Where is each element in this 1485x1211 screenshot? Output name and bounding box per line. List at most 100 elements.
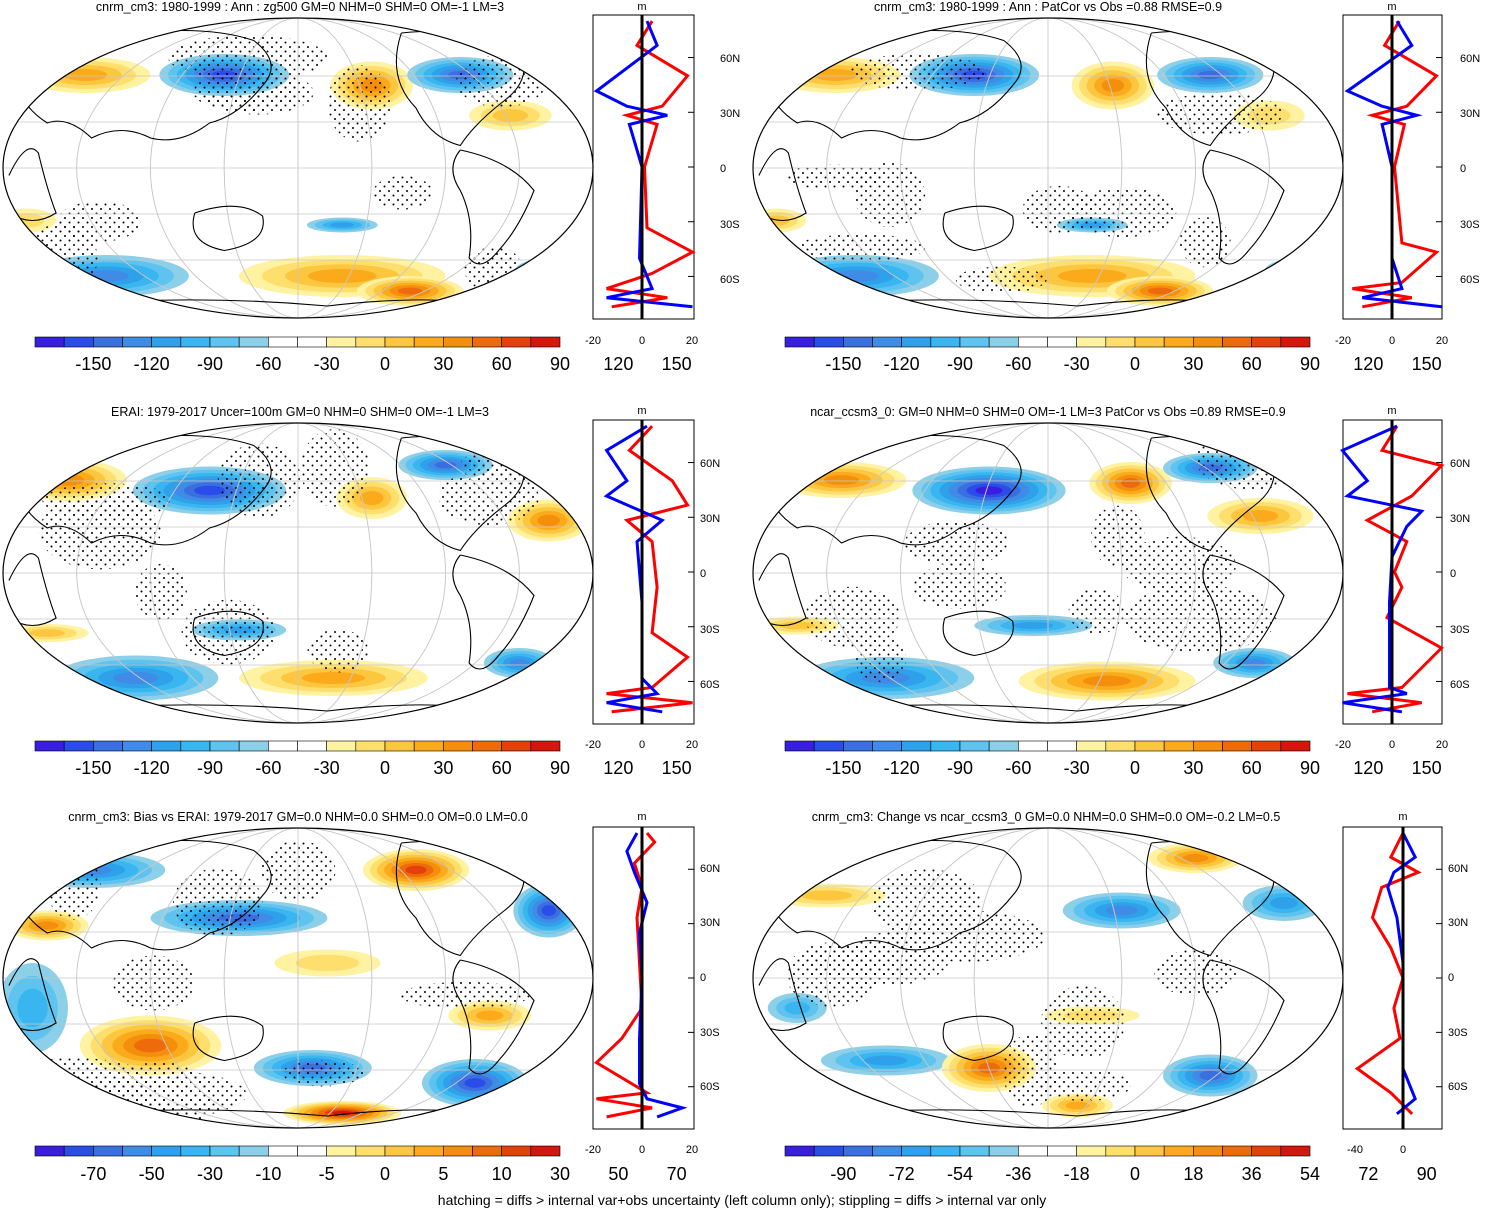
panel-4-cb-label: 90 (1300, 758, 1320, 778)
colorbar-swatch (34, 336, 65, 348)
panel-2-cb-label: 120 (1353, 354, 1383, 374)
colorbar-swatch (843, 1145, 873, 1157)
stippling-region (172, 868, 263, 936)
panel-2-lat-label: 60N (1460, 53, 1480, 65)
panel-3-title: ERAI: 1979-2017 Uncer=100m GM=0 NHM=0 SH… (111, 405, 489, 419)
positive-anomaly (1065, 1101, 1090, 1110)
colorbar-swatch (1193, 740, 1223, 752)
stippling-region (3, 1057, 150, 1104)
colorbar-swatch (872, 1145, 902, 1157)
map-field (753, 423, 1343, 723)
positive-anomaly (397, 287, 423, 295)
positive-anomaly (359, 491, 384, 505)
stippling-region (282, 1060, 364, 1087)
map-field (3, 423, 593, 723)
stippling-region (1039, 1069, 1131, 1101)
colorbar-swatch (930, 1145, 961, 1157)
panel-4-x-tick: -20 (1335, 739, 1351, 751)
panel-2-lat-label: 0 (1460, 163, 1466, 175)
colorbar-swatch (843, 336, 873, 348)
panel-3-cb-label: 60 (492, 758, 512, 778)
panel-4-cb-label: -120 (884, 758, 920, 778)
panel-3-cb-label: 120 (603, 758, 633, 778)
panel-4-title: ncar_ccsm3_0: GM=0 NHM=0 SHM=0 OM=-1 LM=… (810, 405, 1286, 419)
panel-4-lat-label: 60S (1450, 679, 1470, 691)
panel-2-x-tick: 20 (1436, 335, 1448, 347)
panel-5-cb-label: 50 (608, 1164, 628, 1184)
positive-anomaly (1147, 287, 1173, 295)
coastline (758, 958, 807, 1032)
stippling-region (438, 469, 539, 526)
zonal-other-line (1386, 832, 1418, 1116)
stippling-region (1121, 536, 1236, 595)
colorbar-swatch (1076, 740, 1107, 752)
panel-1-cb-label: -90 (197, 354, 223, 374)
map-field (753, 828, 1343, 1128)
colorbar-swatch (413, 740, 444, 752)
panel-3-cb-label: 90 (550, 758, 570, 778)
panel-5-lat-label: 0 (700, 972, 706, 984)
panel-5-cb-label: 70 (667, 1164, 687, 1184)
colorbar-swatch (901, 1145, 932, 1157)
longitude-line (223, 423, 373, 723)
negative-anomaly (975, 486, 1003, 495)
coastline (8, 148, 57, 222)
stippling-region (134, 563, 187, 620)
panel-4-cb-label: 60 (1242, 758, 1262, 778)
panel-4-lat-label: 0 (1450, 568, 1456, 580)
panel-6-cb-label: 36 (1242, 1164, 1262, 1184)
colorbar-swatch (443, 1145, 473, 1157)
coastline (8, 553, 57, 627)
panel-4-x-tick: 0 (1389, 739, 1395, 751)
colorbar-swatch (1163, 740, 1194, 752)
colorbar-swatch (34, 1145, 65, 1157)
longitude-line (900, 423, 1197, 723)
positive-anomaly (1101, 78, 1125, 93)
positive-anomaly (492, 109, 529, 122)
colorbar-swatch (843, 740, 873, 752)
panel-1-cb-label: 0 (380, 354, 390, 374)
stippling-region (1155, 92, 1283, 135)
colorbar-swatch (93, 336, 123, 348)
panel-5-lat-label: 60S (700, 1081, 720, 1093)
panel-5-colorbar (34, 1145, 561, 1157)
zonal-other-line (593, 20, 693, 309)
stippling-region (904, 521, 1009, 566)
stippling-region (38, 494, 161, 570)
panel-6-cb-label: 90 (1417, 1164, 1437, 1184)
colorbar-swatch (1047, 1145, 1077, 1157)
colorbar-swatch (1047, 336, 1077, 348)
longitude-line (76, 423, 520, 723)
colorbar-swatch (501, 740, 532, 752)
coastline (942, 205, 1014, 252)
panel-6-x-tick: -40 (1347, 1144, 1363, 1156)
colorbar-swatch (901, 740, 932, 752)
colorbar-swatch (530, 1145, 561, 1157)
panel-3-lat-label: 30N (700, 513, 720, 525)
colorbar-swatch (238, 740, 269, 752)
panel-3-lat-label: 0 (700, 568, 706, 580)
panel-1-cb-label: -150 (75, 354, 111, 374)
colorbar-swatch (1018, 336, 1048, 348)
colorbar-swatch (326, 1145, 357, 1157)
zonal-model-line (594, 832, 657, 1119)
colorbar-swatch (813, 740, 844, 752)
stippling-region (1070, 187, 1177, 238)
colorbar-swatch (34, 740, 65, 752)
negative-anomaly (536, 268, 561, 278)
colorbar-swatch (297, 1145, 327, 1157)
negative-anomaly (509, 658, 529, 668)
colorbar-swatch (326, 740, 357, 752)
colorbar-swatch (1105, 336, 1136, 348)
panel-3-map (2, 422, 594, 724)
panel-4-lat-label: 60N (1450, 458, 1470, 470)
colorbar-swatch (355, 740, 386, 752)
panel-4-colorbar (784, 740, 1311, 752)
colorbar-swatch (1251, 740, 1282, 752)
colorbar-swatch (238, 336, 269, 348)
colorbar-swatch (268, 336, 298, 348)
colorbar-swatch (784, 1145, 815, 1157)
negative-anomaly (833, 270, 879, 282)
coastline (758, 553, 807, 627)
colorbar-swatch (1163, 336, 1194, 348)
